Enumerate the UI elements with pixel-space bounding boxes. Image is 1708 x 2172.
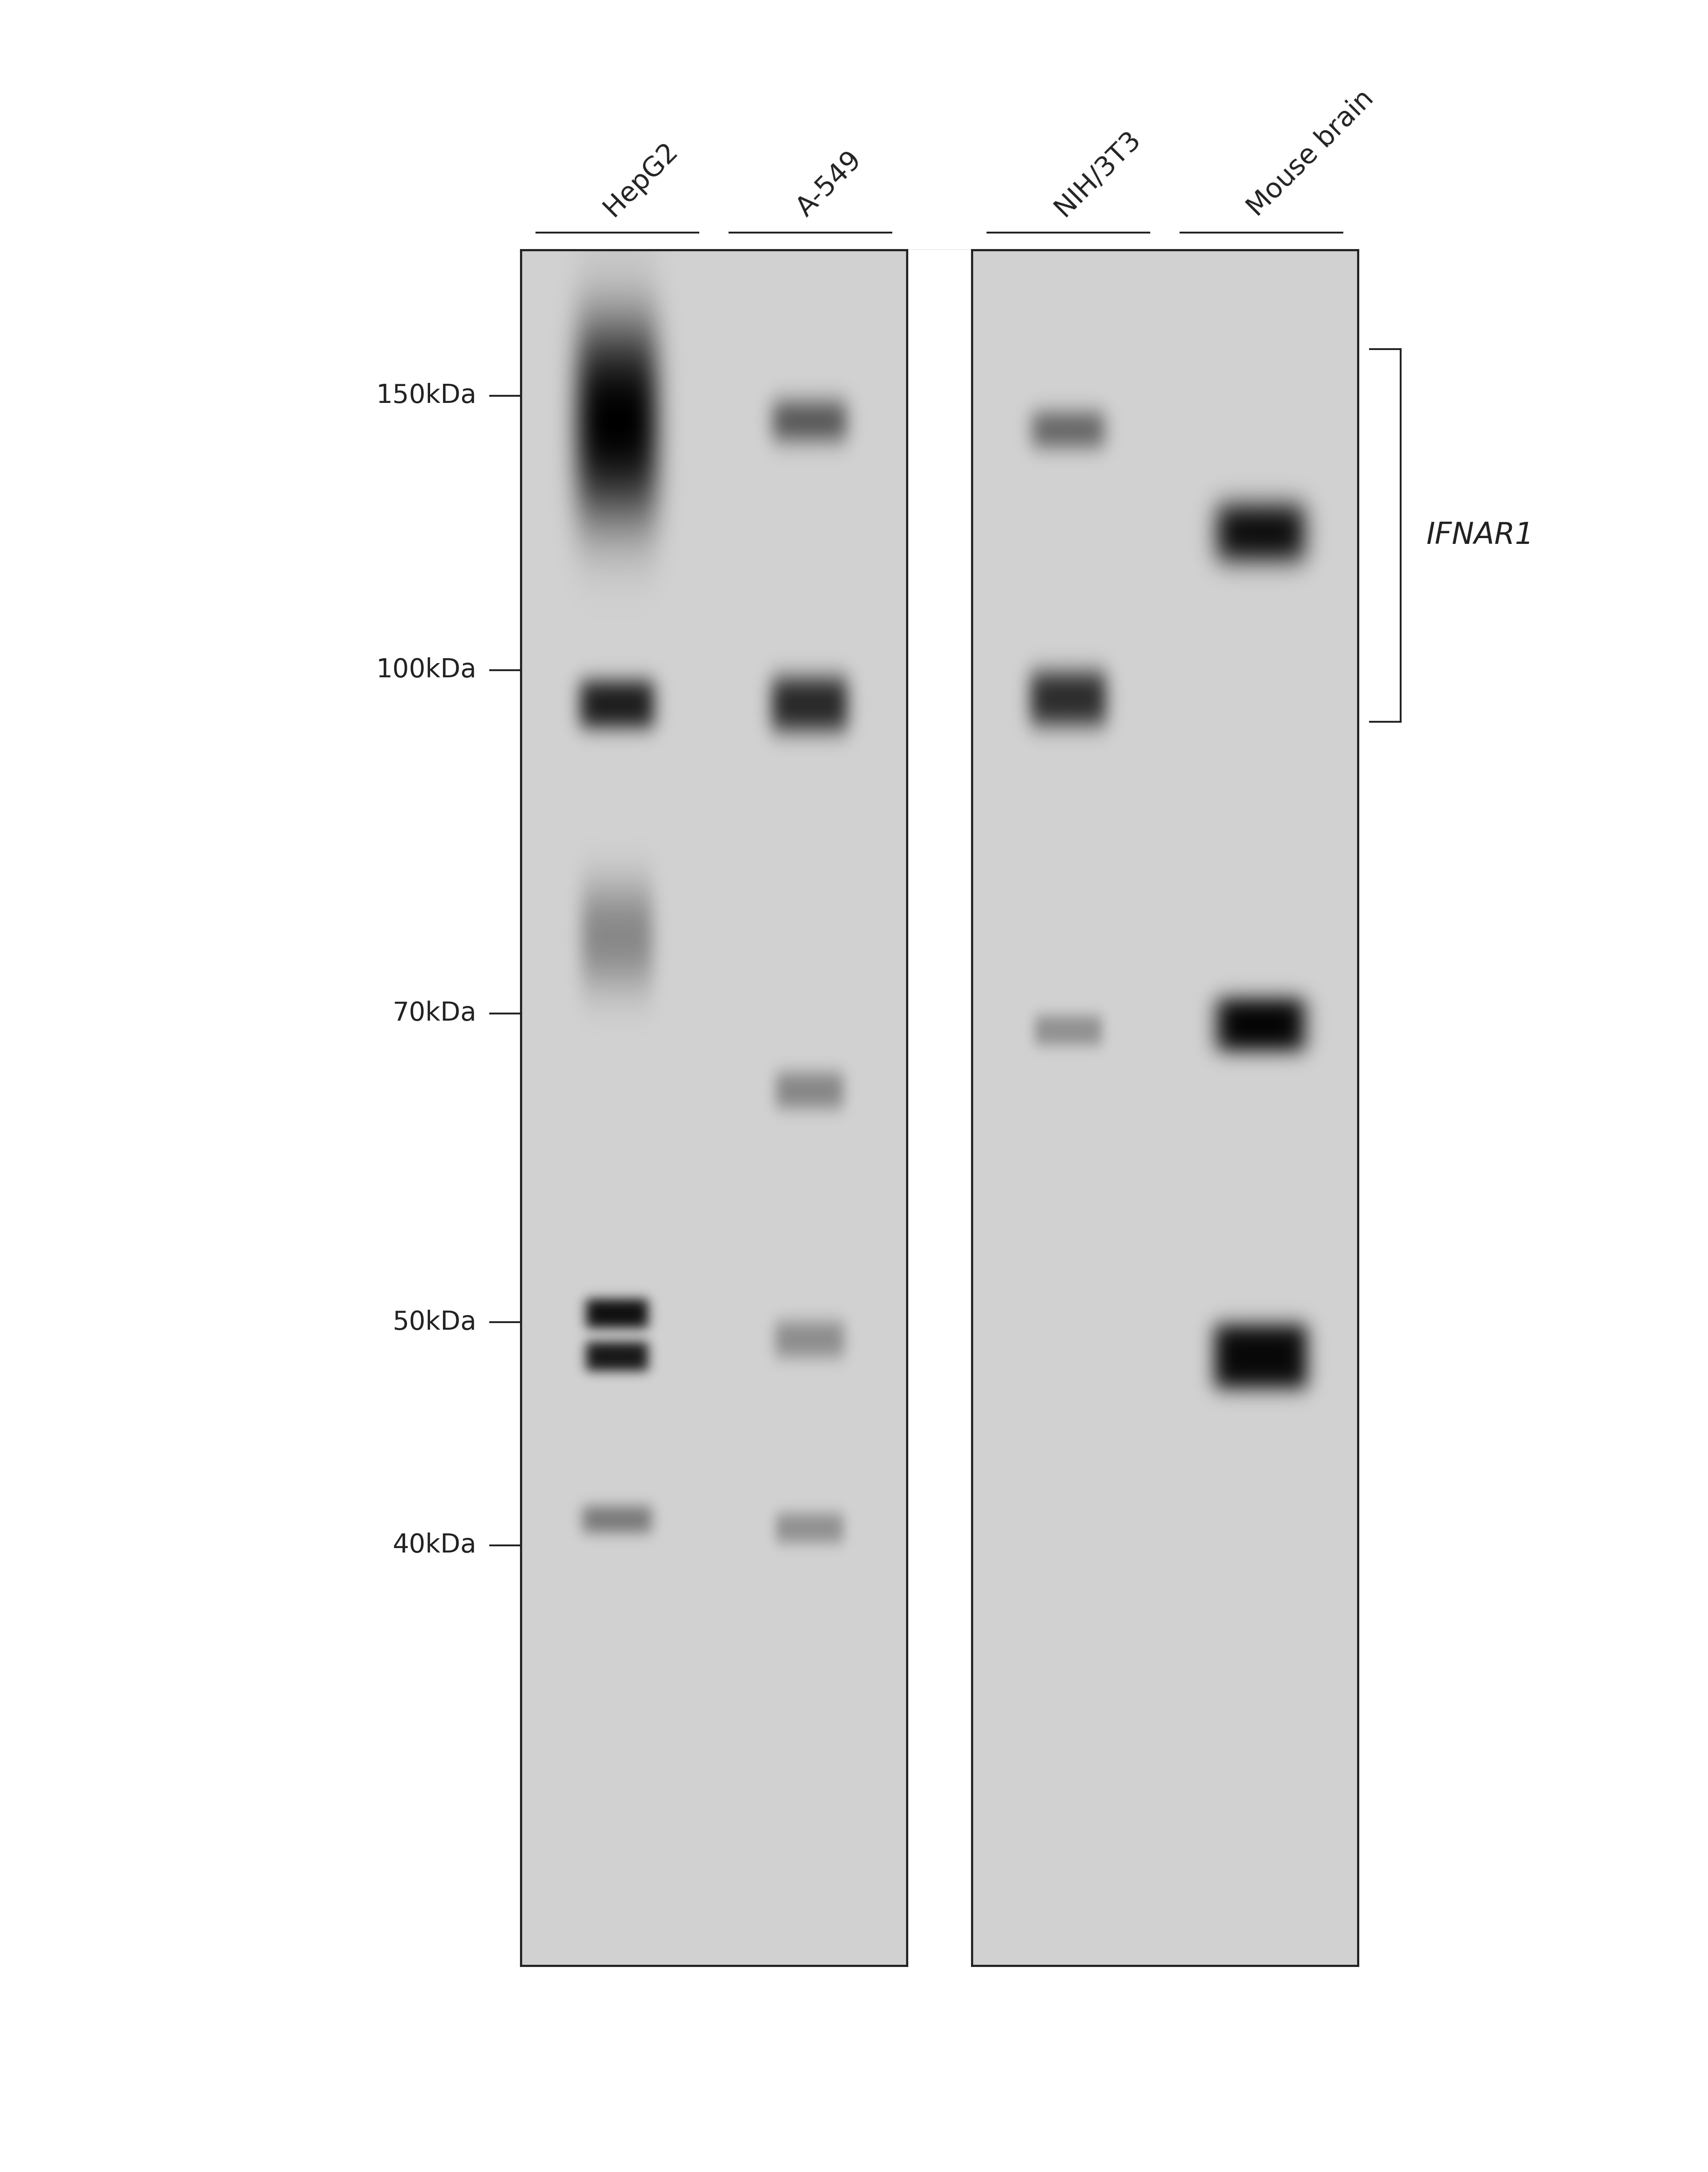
Text: 50kDa: 50kDa <box>393 1310 477 1336</box>
Text: NIH/3T3: NIH/3T3 <box>1050 126 1146 222</box>
Text: Mouse brain: Mouse brain <box>1243 85 1378 222</box>
Text: 150kDa: 150kDa <box>376 382 477 408</box>
Text: HepG2: HepG2 <box>600 137 683 222</box>
Text: 70kDa: 70kDa <box>393 1001 477 1025</box>
Text: 40kDa: 40kDa <box>393 1533 477 1557</box>
Text: 100kDa: 100kDa <box>376 658 477 682</box>
Text: A-549: A-549 <box>793 148 868 222</box>
Text: IFNAR1: IFNAR1 <box>1426 521 1534 550</box>
